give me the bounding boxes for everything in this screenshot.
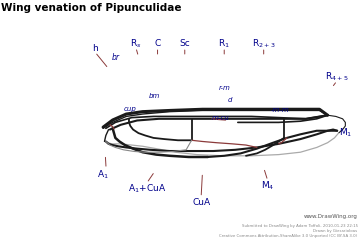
Text: A$_1$+CuA: A$_1$+CuA [127, 183, 166, 195]
Text: d: d [227, 97, 232, 103]
Text: Submitted to DrawWing by Adam Toffoli, 2010-01-23 22:15: Submitted to DrawWing by Adam Toffoli, 2… [242, 224, 358, 228]
Text: M$_4$: M$_4$ [261, 179, 274, 192]
Text: CuA: CuA [192, 198, 210, 207]
Text: Wing venation of Pipunculidae: Wing venation of Pipunculidae [1, 3, 181, 13]
Text: Sc: Sc [179, 39, 190, 48]
Text: -m-m: -m-m [271, 108, 290, 114]
Text: bm: bm [149, 93, 161, 99]
Text: R$_s$: R$_s$ [130, 37, 142, 50]
Text: M$_1$: M$_1$ [339, 127, 352, 139]
Text: C: C [155, 39, 161, 48]
Text: A$_1$: A$_1$ [97, 169, 109, 181]
Text: cup: cup [124, 106, 137, 112]
Text: r-m: r-m [218, 85, 230, 91]
Text: R$_{4+5}$: R$_{4+5}$ [325, 71, 349, 83]
Text: www.DrawWing.org: www.DrawWing.org [304, 214, 358, 219]
Text: Drawn by Giesarioloas: Drawn by Giesarioloas [313, 229, 358, 233]
Text: h: h [92, 44, 98, 53]
Text: br: br [111, 54, 119, 62]
Text: Creative Commons Attribution-ShareAlike 3.0 Unported (CC BY-SA 3.0): Creative Commons Attribution-ShareAlike … [219, 234, 358, 238]
Text: R$_1$: R$_1$ [218, 37, 230, 50]
Text: R$_{2+3}$: R$_{2+3}$ [252, 37, 275, 50]
Text: m-cu: m-cu [211, 115, 229, 121]
